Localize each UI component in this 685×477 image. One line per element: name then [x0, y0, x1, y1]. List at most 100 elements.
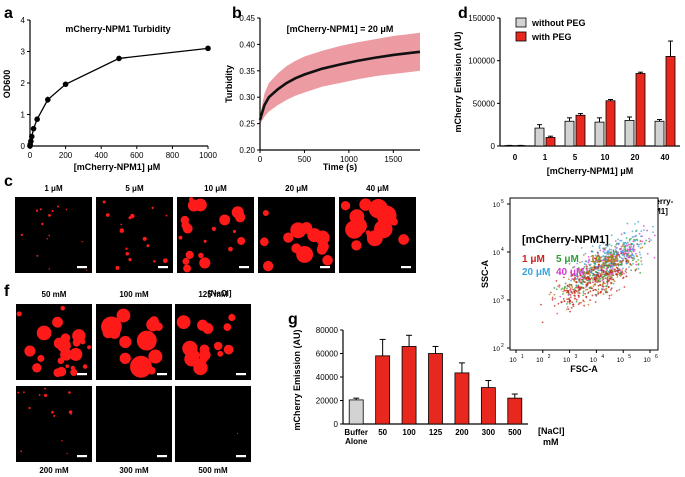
chart-d-bar — [635, 73, 646, 147]
chart-e-point — [578, 302, 581, 304]
chart-e-point — [580, 301, 583, 304]
chart-a-xtick-label: 1000 — [199, 151, 217, 160]
droplet — [65, 208, 68, 211]
chart-e-point — [590, 267, 593, 269]
chart-e-point — [603, 247, 606, 250]
droplet — [48, 268, 50, 270]
chart-e-point — [619, 256, 621, 259]
chart-e-point — [582, 254, 585, 256]
scale-bar — [77, 455, 87, 458]
chart-e-point — [591, 277, 593, 280]
droplet — [101, 316, 122, 338]
chart-e-point — [559, 295, 562, 298]
chart-e-point — [582, 287, 585, 290]
chart-e-point — [626, 244, 629, 247]
chart-e-point — [588, 270, 591, 272]
chart-e-point — [613, 260, 616, 263]
droplet — [72, 329, 86, 343]
chart-e-xtick-label: 10 — [563, 357, 571, 364]
chart-b-ytick-label: 0.20 — [239, 146, 255, 155]
chart-e-point — [608, 262, 611, 265]
chart-e-point — [582, 276, 585, 279]
chart-e-point — [633, 248, 636, 251]
chart-e-point — [594, 301, 597, 303]
chart-e-point — [653, 256, 656, 259]
chart-a-ytick-label: 0 — [21, 142, 26, 151]
chart-e-point — [602, 278, 605, 281]
scale-bar — [239, 266, 249, 269]
chart-e-point — [606, 265, 609, 268]
micrograph-f-6 — [175, 386, 251, 462]
droplet — [189, 350, 200, 361]
chart-e-point — [573, 265, 576, 268]
chart-a-ytick-label: 1 — [21, 111, 26, 120]
chart-e-point — [558, 286, 561, 288]
chart-e-point — [586, 272, 589, 275]
chart-e-point — [573, 278, 576, 281]
chart-e-point — [587, 277, 590, 279]
chart-e-point — [575, 284, 578, 287]
chart-e-point — [626, 255, 629, 258]
chart-e-point — [568, 262, 571, 265]
chart-e-point — [568, 278, 570, 281]
chart-e-xtick-exp: 2 — [548, 354, 551, 360]
chart-e-point — [592, 260, 594, 263]
droplet — [185, 250, 194, 259]
chart-e-point — [599, 275, 602, 277]
chart-e-point — [585, 260, 588, 263]
chart-e-point — [633, 258, 635, 260]
droplet — [48, 214, 51, 217]
chart-e-point — [631, 256, 634, 259]
chart-e-point — [625, 260, 628, 263]
chart-e-point — [573, 290, 576, 293]
chart-e-point — [604, 290, 607, 293]
droplet — [61, 439, 63, 442]
chart-a-point — [45, 96, 51, 103]
chart-e-point — [563, 289, 566, 292]
chart-e-point — [652, 231, 654, 234]
chart-e: FSC-A SSC-A [mCherry-NPM1] 10 1 10 2 10 3 10 4 1… — [480, 197, 659, 374]
chart-e-point — [571, 278, 573, 280]
chart-e-point — [578, 268, 581, 271]
chart-e-point — [606, 253, 609, 256]
chart-e-point — [585, 295, 588, 298]
chart-e-point — [610, 234, 613, 237]
chart-e-point — [640, 242, 642, 245]
droplet — [115, 265, 120, 270]
c-concentration-label: 40 μM — [366, 184, 389, 193]
chart-a-ytick-label: 2 — [21, 79, 26, 88]
chart-e-point — [573, 291, 576, 294]
chart-e-point — [609, 277, 612, 280]
chart-e-point — [564, 282, 567, 285]
chart-e-point — [635, 238, 638, 241]
chart-e-point — [632, 247, 635, 249]
chart-e-point — [618, 269, 621, 271]
chart-e-point — [640, 260, 643, 263]
chart-g-ylabel: mCherry Emission (AU) — [292, 329, 302, 430]
chart-g-ytick-label: 60000 — [316, 350, 339, 359]
chart-g-bar — [348, 399, 364, 425]
droplet — [283, 232, 294, 243]
chart-e-point — [622, 243, 625, 246]
chart-d-bar — [605, 100, 616, 147]
chart-e-point — [646, 252, 649, 255]
chart-e-point — [599, 266, 602, 269]
droplet — [48, 234, 51, 237]
chart-e-point — [625, 237, 628, 240]
chart-e-point — [633, 238, 636, 241]
chart-e-point — [572, 288, 574, 291]
chart-e-point — [599, 256, 602, 259]
f-group-label: [NaCl] — [208, 289, 232, 298]
chart-e-point — [650, 239, 652, 241]
chart-e-title: [mCherry-NPM1] — [522, 234, 609, 246]
droplet — [36, 254, 39, 257]
droplet — [44, 387, 47, 390]
chart-e-point — [594, 259, 597, 262]
chart-e-point — [598, 280, 601, 283]
droplet — [198, 252, 204, 259]
chart-g-bar — [454, 372, 470, 425]
chart-e-point — [613, 250, 615, 253]
panel-label-b: b — [232, 5, 242, 22]
chart-e-point — [582, 291, 585, 294]
chart-e-point — [579, 281, 582, 283]
